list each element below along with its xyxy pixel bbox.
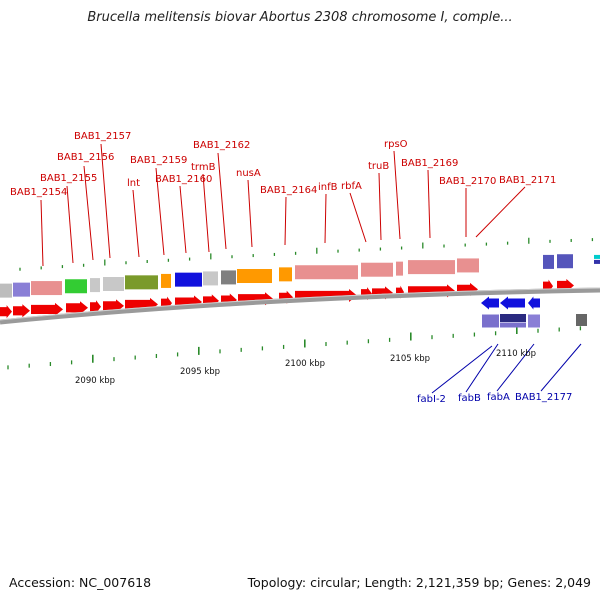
gene-label-bab1-2156[interactable]: BAB1_2156 [57,152,114,163]
outer-block-8 [175,272,202,287]
gene-label-bab1-2171[interactable]: BAB1_2171 [499,175,556,186]
gene-label-faba[interactable]: fabA [487,392,510,403]
label-leaders [40,143,582,394]
gene-label-trub[interactable]: truB [368,161,389,172]
forward-gene-arrow-2 [31,302,63,316]
outer-block-15 [396,261,403,276]
forward-leader-0 [40,199,44,267]
outer-block-14 [361,262,393,277]
gene-label-fabb[interactable]: fabB [458,393,481,404]
tick-marks [7,237,594,370]
scale-labels: 2090 kbp 2095 kbp 2100 kbp 2105 kbp 2110… [75,349,536,386]
reverse-block-1a [500,314,526,322]
gene-label-bab1-2170[interactable]: BAB1_2170 [439,176,496,187]
map-title: Brucella melitensis biovar Abortus 2308 … [87,10,513,25]
forward-leader-11 [324,193,327,244]
forward-leader-10 [284,196,287,246]
forward-leader-3 [100,143,111,259]
gene-label-rbfa[interactable]: rbfA [341,181,362,192]
gene-label-bab1-2162[interactable]: BAB1_2162 [193,140,250,151]
gene-label-bab1-2154[interactable]: BAB1_2154 [10,187,67,198]
forward-gene-arrow-1 [13,304,30,318]
outer-block-18 [543,254,554,269]
gene-label-bab1-2177[interactable]: BAB1_2177 [515,392,572,403]
reverse-block-3 [576,314,587,326]
reverse-gene-arrow-1 [500,296,525,310]
gene-label-bab1-2157[interactable]: BAB1_2157 [74,131,131,142]
forward-leader-14 [393,150,401,240]
gene-label-bab1-2159[interactable]: BAB1_2159 [130,155,187,166]
gene-label-bab1-2155[interactable]: BAB1_2155 [40,173,97,184]
forward-leader-13 [378,172,382,241]
topology-label: Topology: circular; Length: 2,121,359 bp… [247,575,591,590]
accession-label: Accession: NC_007618 [9,575,152,590]
reverse-gene-arrow-2 [528,296,540,310]
outer-block-5 [103,276,124,291]
outer-block-7 [161,273,171,288]
outer-block-19 [557,254,573,269]
forward-leader-17 [475,186,526,238]
reverse-block-0 [482,314,499,328]
outer-block-6 [125,275,158,290]
forward-gene-arrow-3 [66,301,88,315]
gene-label-infb[interactable]: infB [318,182,338,193]
reverse-block-2 [528,314,540,328]
reverse-leader-0 [431,345,493,394]
reverse-block-1b [500,322,526,328]
forward-leader-12 [349,192,367,243]
outer-block-17 [457,258,479,273]
scale-label-2090: 2090 kbp [75,376,115,386]
outer-block-3 [65,279,87,294]
forward-gene-arrow-4 [90,300,101,314]
forward-leader-6 [179,185,187,254]
gene-label-bab1-2160[interactable]: BAB1_2160 [155,174,212,185]
reverse-leader-3 [540,343,582,392]
backbone-highlight [0,287,600,321]
scale-label-2105: 2105 kbp [390,354,430,364]
scale-label-2095: 2095 kbp [180,367,220,377]
forward-leader-9 [247,179,253,248]
gene-label-trmb[interactable]: trmB [191,162,216,173]
outer-block-11 [237,269,272,284]
forward-leader-8 [217,152,227,250]
outer-block-stack-b [594,259,600,264]
gene-label-lnt[interactable]: lnt [127,178,140,189]
scale-label-2100: 2100 kbp [285,359,325,369]
reverse-gene-arrow-0 [481,296,499,310]
outer-block-12 [279,267,292,282]
outer-block-stack-a [594,254,600,259]
forward-leader-5 [155,167,165,256]
outer-block-13 [295,265,358,280]
outer-block-2 [31,281,62,296]
gene-labels: BAB1_2154 BAB1_2155 BAB1_2156 BAB1_2157 … [10,131,572,405]
gene-label-rpso[interactable]: rpsO [384,139,408,150]
outer-block-1 [13,282,30,297]
reverse-leader-2 [496,343,535,392]
outer-block-9 [203,271,218,286]
forward-gene-arrow-0 [0,305,12,319]
outer-block-0 [0,283,12,298]
forward-leader-7 [202,173,210,253]
gene-label-bab1-2169[interactable]: BAB1_2169 [401,158,458,169]
gene-label-nusa[interactable]: nusA [236,168,261,179]
gene-label-fabi-2[interactable]: fabI-2 [417,394,446,405]
outer-block-10 [221,270,236,285]
gene-label-bab1-2164[interactable]: BAB1_2164 [260,185,317,196]
outer-block-4 [90,278,100,293]
outer-block-16 [408,260,455,275]
forward-leader-1 [66,185,74,264]
reverse-leader-1 [465,343,499,393]
forward-leader-4 [132,189,140,258]
scale-label-2110: 2110 kbp [496,349,536,359]
forward-leader-15 [427,169,431,239]
backbone [0,287,600,325]
forward-leader-2 [83,165,94,261]
